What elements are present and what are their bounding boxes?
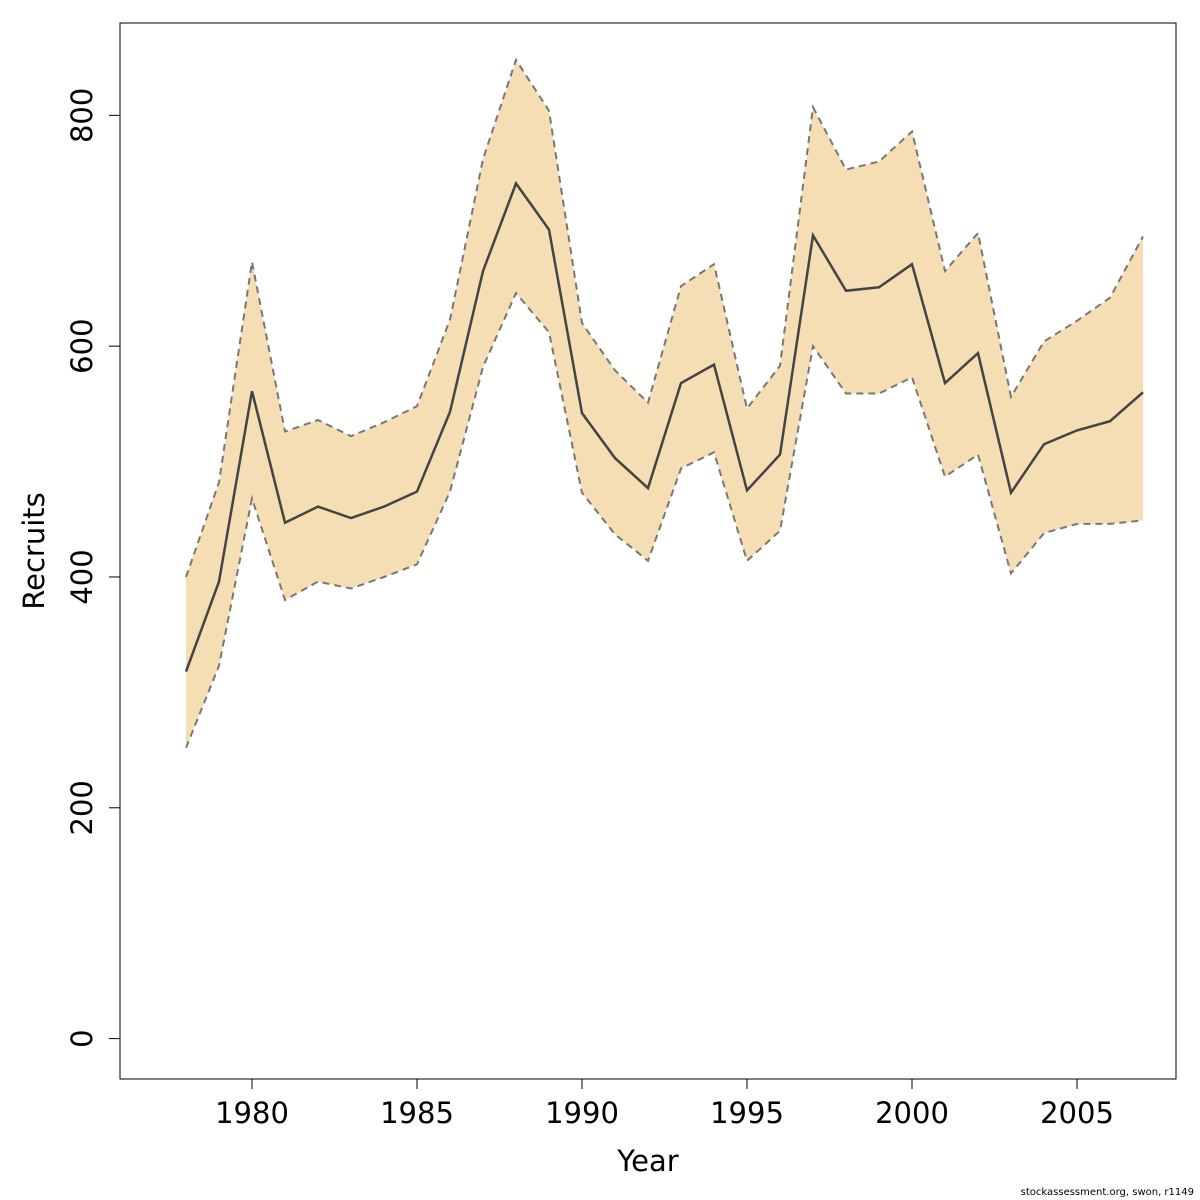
- footer-credit: stockassessment.org, swon, r1149: [1020, 1187, 1194, 1198]
- x-tick-label-1980: 1980: [215, 1096, 289, 1130]
- lower-bound-line: [185, 291, 1144, 749]
- y-axis-title: Recruits: [17, 492, 51, 609]
- x-tick-label-1985: 1985: [380, 1096, 454, 1130]
- upper-bound-line: [185, 57, 1144, 578]
- confidence-band-area: [186, 59, 1143, 748]
- y-tick-label-0: 0: [65, 1029, 99, 1047]
- confidence-band-layer: [185, 57, 1144, 749]
- x-axis: 1980 1985 1990 1995 2000 2005: [215, 1078, 1114, 1130]
- x-tick-label-2005: 2005: [1040, 1096, 1114, 1130]
- y-tick-label-200: 200: [65, 780, 99, 835]
- y-tick-label-800: 800: [65, 88, 99, 143]
- x-axis-title: Year: [616, 1144, 678, 1178]
- y-axis: 0 200 400 600 800: [65, 88, 121, 1048]
- estimate-line-layer: [184, 180, 1144, 673]
- y-tick-label-400: 400: [65, 549, 99, 604]
- recruits-estimate-line: [184, 180, 1144, 673]
- x-tick-label-2000: 2000: [875, 1096, 949, 1130]
- x-tick-label-1995: 1995: [710, 1096, 784, 1130]
- y-tick-label-600: 600: [65, 318, 99, 373]
- x-tick-label-1990: 1990: [545, 1096, 619, 1130]
